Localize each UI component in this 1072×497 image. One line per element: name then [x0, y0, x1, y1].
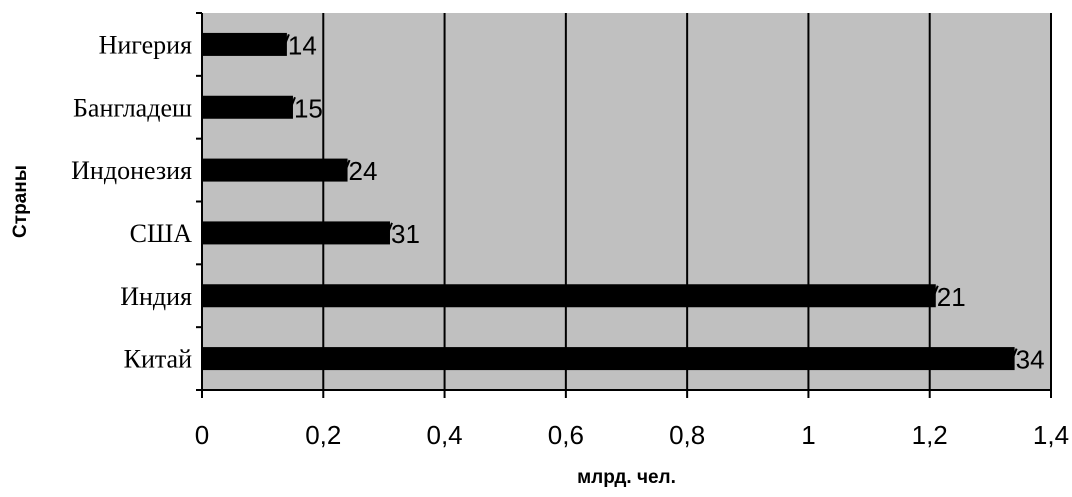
- x-tick-label: 0,6: [548, 420, 584, 450]
- data-label: 31: [391, 219, 420, 249]
- category-label: Нигерия: [99, 30, 192, 59]
- x-tick-label: 0,8: [669, 420, 705, 450]
- data-label: 15: [294, 93, 323, 123]
- category-label: Бангладеш: [73, 93, 192, 122]
- y-axis-title: Страны: [10, 165, 31, 238]
- bar: [202, 347, 1015, 371]
- bar: [202, 32, 287, 56]
- axes: [196, 12, 1052, 398]
- category-label: Индонезия: [71, 156, 192, 185]
- x-tick-label: 1: [801, 420, 815, 450]
- gridlines: [322, 13, 1052, 390]
- data-label: 21: [937, 282, 966, 312]
- x-tick-label: 1,4: [1033, 420, 1069, 450]
- labels: Китай 34 Индия 21 США 31 Индонезия 24 Бангладеш 1…: [71, 30, 1069, 450]
- data-label: 34: [1016, 345, 1045, 375]
- data-label-leader: [340, 159, 351, 181]
- data-label: 24: [349, 156, 378, 186]
- data-label-leader: [1007, 348, 1018, 369]
- bar: [202, 221, 390, 245]
- plot-area: [202, 13, 1051, 390]
- bar: [202, 95, 293, 119]
- category-label: Китай: [124, 345, 192, 374]
- data-label-leader: [928, 285, 939, 307]
- bar: [202, 284, 936, 308]
- data-label: 14: [288, 30, 317, 60]
- x-tick-label: 0,4: [426, 420, 462, 450]
- bar: [202, 158, 348, 182]
- x-tick-label: 1,2: [912, 420, 948, 450]
- x-axis-title: млрд. чел.: [577, 467, 676, 488]
- data-label-leader: [383, 222, 393, 244]
- bars: [202, 32, 1015, 371]
- x-tick-label: 0: [195, 420, 209, 450]
- data-label-leader: [286, 96, 296, 118]
- category-label: США: [130, 219, 193, 248]
- data-label-leader: [279, 34, 290, 55]
- x-tick-label: 0,2: [305, 420, 341, 450]
- category-label: Индия: [120, 282, 192, 311]
